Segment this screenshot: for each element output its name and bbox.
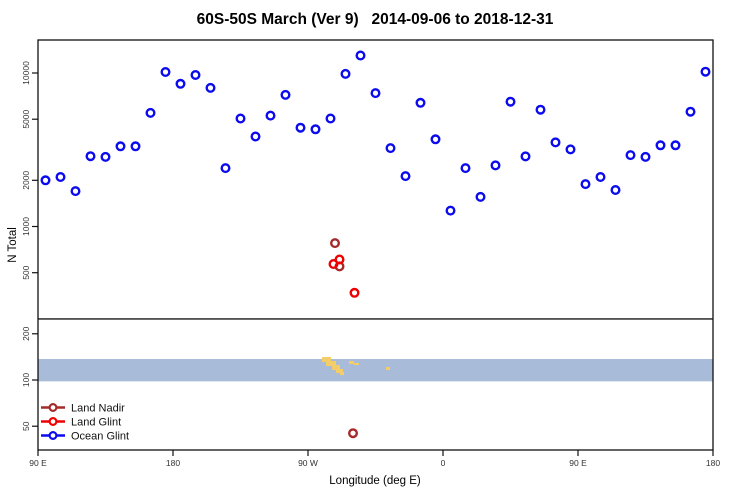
land-nadir-point xyxy=(348,428,359,439)
ocean-glint-point xyxy=(415,97,426,108)
ocean-glint-point xyxy=(640,151,651,162)
ocean-glint-point xyxy=(70,186,81,197)
y-tick-label: 10000 xyxy=(21,61,31,85)
ocean-glint-point xyxy=(55,171,66,182)
y-tick-label: 5000 xyxy=(21,109,31,128)
ocean-glint-point xyxy=(445,205,456,216)
ocean-glint-point xyxy=(550,137,561,148)
ocean-glint-point xyxy=(40,175,51,186)
ocean-glint-point xyxy=(100,151,111,162)
ocean-glint-point xyxy=(340,68,351,79)
ocean-glint-point xyxy=(685,106,696,117)
ocean-glint-point xyxy=(700,66,711,77)
x-tick-label: 90 E xyxy=(29,458,47,468)
ocean-glint-point xyxy=(325,113,336,124)
x-axis-label: Longitude (deg E) xyxy=(329,475,421,487)
ocean-glint-point xyxy=(295,122,306,133)
x-tick-label: 90 W xyxy=(298,458,318,468)
ocean-glint-point xyxy=(535,104,546,115)
ocean-glint-point xyxy=(400,171,411,182)
ocean-glint-point xyxy=(670,140,681,151)
ocean-glint-point xyxy=(280,89,291,100)
ocean-glint-point xyxy=(130,141,141,152)
legend: Land Nadir Land Glint Ocean Glint xyxy=(41,402,129,442)
y-tick-label: 200 xyxy=(21,326,31,340)
ocean-glint-point xyxy=(115,141,126,152)
ocean-glint-point xyxy=(625,150,636,161)
legend-label: Ocean Glint xyxy=(71,430,129,442)
legend-label: Land Nadir xyxy=(71,402,125,414)
land-patch xyxy=(336,369,343,373)
ocean-glint-point xyxy=(310,124,321,135)
land-patch xyxy=(349,361,354,364)
land-patch xyxy=(326,361,336,366)
ocean-glint-point xyxy=(565,144,576,155)
y-tick-label: 100 xyxy=(21,373,31,387)
legend-marker-circle xyxy=(48,417,58,427)
land-patch xyxy=(322,357,331,362)
land-glint-point xyxy=(328,259,339,270)
chart-title: 60S-50S March (Ver 9) 2014-09-06 to 2018… xyxy=(196,11,554,28)
land-patch xyxy=(354,363,359,365)
ocean-glint-point xyxy=(175,78,186,89)
legend-label: Land Glint xyxy=(71,416,121,428)
land-nadir-point xyxy=(330,238,341,249)
x-tick-label: 180 xyxy=(166,458,180,468)
legend-marker-circle xyxy=(48,403,58,413)
ocean-glint-point xyxy=(655,140,666,151)
ocean-glint-point xyxy=(505,96,516,107)
y-tick-label: 1000 xyxy=(21,217,31,236)
ocean-glint-point xyxy=(370,88,381,99)
ocean-glint-point xyxy=(235,113,246,124)
ocean-glint-point xyxy=(490,160,501,171)
ocean-glint-point xyxy=(595,171,606,182)
ocean-glint-point xyxy=(475,191,486,202)
ocean-glint-point xyxy=(430,134,441,145)
y-tick-label: 500 xyxy=(21,265,31,279)
x-tick-label: 90 E xyxy=(569,458,587,468)
ocean-glint-point xyxy=(265,110,276,121)
ocean-glint-point xyxy=(250,131,261,142)
ocean-glint-point xyxy=(520,151,531,162)
plot-border xyxy=(37,39,714,451)
ocean-glint-point xyxy=(355,50,366,61)
land-glint-point xyxy=(334,254,345,265)
x-tick-label: 0 xyxy=(441,458,446,468)
ocean-glint-point xyxy=(460,163,471,174)
ocean-glint-point xyxy=(220,163,231,174)
land-patch xyxy=(386,367,390,370)
ocean-glint-point xyxy=(610,184,621,195)
ocean-glint-point xyxy=(205,82,216,93)
ocean-glint-point xyxy=(385,143,396,154)
land-patch xyxy=(340,372,344,375)
latitude-map-band xyxy=(38,359,713,382)
land-patch xyxy=(332,365,340,370)
y-tick-label: 2000 xyxy=(21,171,31,190)
ocean-glint-point xyxy=(580,179,591,190)
x-tick-label: 180 xyxy=(706,458,720,468)
ocean-glint-point xyxy=(85,151,96,162)
y-tick-label: 50 xyxy=(21,421,31,431)
legend-marker-circle xyxy=(48,431,58,441)
ocean-glint-point xyxy=(190,69,201,80)
ocean-glint-point xyxy=(145,107,156,118)
land-glint-point xyxy=(349,287,360,298)
ocean-glint-point xyxy=(160,66,171,77)
